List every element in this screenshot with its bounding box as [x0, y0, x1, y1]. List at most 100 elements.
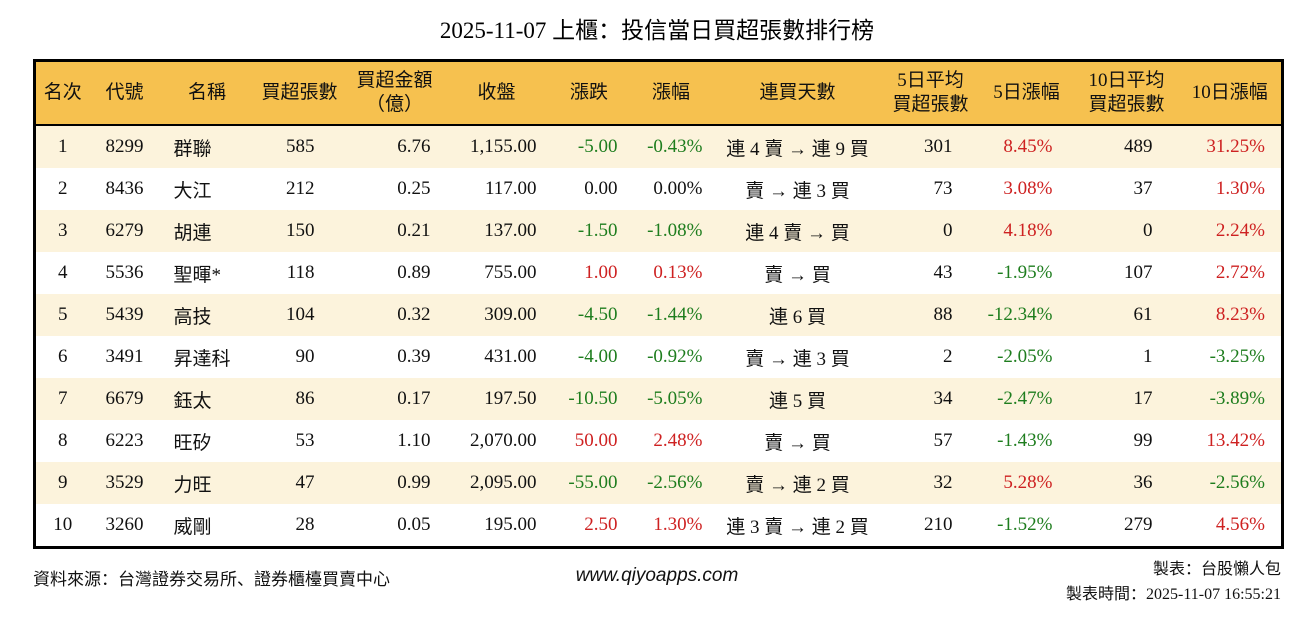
cell-pct10: -3.25%: [1209, 346, 1265, 367]
cell-avg5-volume: 43: [933, 262, 953, 283]
table-row: 3 6279 胡連 150 0.21 137.00 -1.50 -1.08% 連…: [34, 210, 1283, 252]
cell-pct5: 8.45%: [1003, 136, 1053, 157]
column-header: 代號: [89, 60, 160, 126]
cell-close: 195.00: [484, 514, 537, 535]
column-header: 5日漲幅: [978, 60, 1075, 126]
cell-pct10: 31.25%: [1206, 136, 1265, 157]
cell-close: 431.00: [484, 346, 537, 367]
cell-avg5-volume: 73: [933, 178, 953, 199]
cell-close: 1,155.00: [470, 136, 537, 157]
cell-rank: 6: [58, 346, 68, 367]
cell-change-pct: 1.30%: [653, 514, 703, 535]
cell-name: 高技: [173, 306, 212, 328]
cell-name: 旺矽: [173, 432, 212, 454]
cell-code: 8436: [105, 178, 144, 199]
cell-avg10-volume: 17: [1133, 388, 1153, 409]
column-header: 收盤: [444, 60, 549, 126]
cell-name: 鈺太: [173, 390, 212, 412]
cell-pct10: 1.30%: [1215, 178, 1265, 199]
cell-code: 6223: [105, 430, 144, 451]
table-row: 4 5536 聖暉* 118 0.89 755.00 1.00 0.13% 賣 …: [34, 252, 1283, 294]
cell-buy-streak: 賣 → 連 2 買: [745, 474, 850, 496]
column-header: 名稱: [159, 60, 255, 126]
cell-close: 197.50: [484, 388, 537, 409]
timestamp-label: 製表時間：2025-11-07 16:55:21: [1066, 586, 1281, 603]
cell-avg10-volume: 279: [1124, 514, 1153, 535]
cell-close: 2,070.00: [470, 430, 537, 451]
cell-net-buy-volume: 90: [295, 346, 315, 367]
cell-name: 昇達科: [173, 348, 231, 370]
cell-change-pct: 2.48%: [653, 430, 703, 451]
cell-avg10-volume: 1: [1143, 346, 1153, 367]
website-label: www.qiyoapps.com: [575, 565, 739, 586]
column-header: 5日平均 買超張數: [882, 60, 979, 126]
column-header: 10日漲幅: [1178, 60, 1283, 126]
cell-buy-streak: 連 4 賣 → 連 9 買: [726, 138, 869, 160]
cell-change-pct: -1.44%: [647, 304, 703, 325]
footer: 資料來源：台灣證券交易所、證券櫃檯買賣中心 www.qiyoapps.com 製…: [33, 557, 1281, 607]
cell-change-pct: -2.56%: [647, 472, 703, 493]
cell-net-buy-amount: 0.32: [397, 304, 431, 325]
cell-avg10-volume: 36: [1133, 472, 1153, 493]
ranking-table-container: 名次 代號 名稱 買超張數 買超金額 （億） 收盤 漲跌 漲幅 連買天數 5日平均 買超張數 5日漲…: [33, 59, 1284, 549]
cell-close: 2,095.00: [470, 472, 537, 493]
column-header: 買超金額 （億）: [344, 60, 445, 126]
cell-net-buy-amount: 0.21: [397, 220, 431, 241]
ranking-table: 名次 代號 名稱 買超張數 買超金額 （億） 收盤 漲跌 漲幅 連買天數 5日平均 買超張數 5日漲…: [33, 59, 1284, 549]
cell-avg5-volume: 88: [933, 304, 953, 325]
cell-change: -4.00: [577, 346, 618, 367]
cell-change-pct: -5.05%: [647, 388, 703, 409]
column-header: 名次: [34, 60, 90, 126]
data-source-label: 資料來源：台灣證券交易所、證券櫃檯買賣中心: [33, 570, 390, 589]
cell-net-buy-amount: 6.76: [397, 136, 431, 157]
cell-avg5-volume: 0: [943, 220, 953, 241]
table-row: 8 6223 旺矽 53 1.10 2,070.00 50.00 2.48% 賣…: [34, 420, 1283, 462]
cell-close: 117.00: [484, 178, 537, 199]
cell-net-buy-volume: 118: [286, 262, 315, 283]
table-body: 1 8299 群聯 585 6.76 1,155.00 -5.00 -0.43%…: [34, 125, 1283, 548]
cell-net-buy-amount: 0.05: [397, 514, 431, 535]
column-header: 10日平均 買超張數: [1074, 60, 1179, 126]
cell-pct5: 4.18%: [1003, 220, 1053, 241]
cell-avg10-volume: 61: [1133, 304, 1153, 325]
cell-rank: 2: [58, 178, 68, 199]
cell-code: 5439: [105, 304, 144, 325]
cell-change: 0.00: [584, 178, 618, 199]
cell-avg5-volume: 301: [924, 136, 953, 157]
cell-buy-streak: 賣 → 連 3 買: [745, 348, 850, 370]
cell-buy-streak: 連 6 買: [768, 306, 826, 328]
cell-pct5: -1.52%: [997, 514, 1053, 535]
cell-buy-streak: 賣 → 買: [764, 432, 831, 454]
cell-net-buy-amount: 0.39: [397, 346, 431, 367]
cell-code: 3529: [105, 472, 144, 493]
cell-rank: 10: [53, 514, 73, 535]
cell-avg5-volume: 57: [933, 430, 953, 451]
cell-net-buy-amount: 0.99: [397, 472, 431, 493]
cell-rank: 9: [58, 472, 68, 493]
cell-pct5: 3.08%: [1003, 178, 1053, 199]
cell-net-buy-volume: 28: [295, 514, 315, 535]
cell-net-buy-amount: 0.17: [397, 388, 431, 409]
table-row: 9 3529 力旺 47 0.99 2,095.00 -55.00 -2.56%…: [34, 462, 1283, 504]
cell-pct5: -1.95%: [997, 262, 1053, 283]
cell-change-pct: 0.13%: [653, 262, 703, 283]
cell-change: -1.50: [577, 220, 618, 241]
cell-name: 威剛: [173, 516, 212, 538]
cell-name: 群聯: [173, 138, 212, 160]
cell-avg5-volume: 210: [924, 514, 953, 535]
cell-pct10: 8.23%: [1215, 304, 1265, 325]
cell-net-buy-amount: 0.89: [397, 262, 431, 283]
cell-avg10-volume: 37: [1133, 178, 1153, 199]
cell-rank: 7: [58, 388, 68, 409]
cell-name: 大江: [173, 180, 212, 202]
table-row: 10 3260 威剛 28 0.05 195.00 2.50 1.30% 連 3…: [34, 504, 1283, 548]
cell-change: 50.00: [574, 430, 618, 451]
cell-rank: 1: [58, 136, 68, 157]
cell-change: 2.50: [584, 514, 618, 535]
page-title: 2025-11-07 上櫃：投信當日買超張數排行榜: [439, 18, 875, 43]
cell-change: 1.00: [584, 262, 618, 283]
cell-code: 5536: [105, 262, 144, 283]
cell-pct10: 4.56%: [1215, 514, 1265, 535]
cell-avg10-volume: 107: [1124, 262, 1153, 283]
column-header: 連買天數: [712, 60, 883, 126]
